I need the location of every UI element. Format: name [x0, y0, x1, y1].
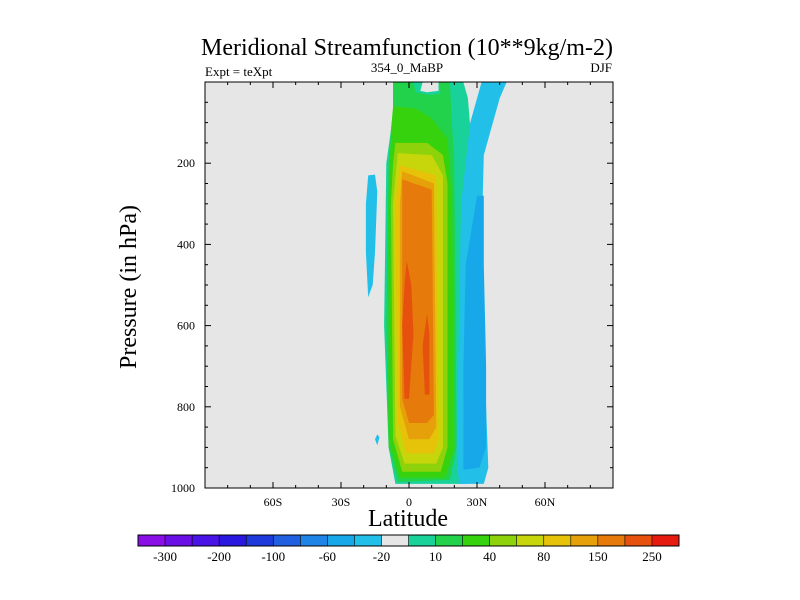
colorbar-swatch — [624, 535, 653, 546]
colorbar-swatch — [435, 535, 463, 546]
colorbar-swatch — [381, 535, 409, 546]
colorbar-swatch — [246, 535, 274, 546]
x-tick-label: 60N — [535, 495, 556, 509]
subtitle-center: 354_0_MaBP — [371, 60, 443, 75]
y-axis-label: Pressure (in hPa) — [116, 205, 142, 369]
colorbar-label: 40 — [483, 549, 496, 564]
subtitle-left: Expt = teXpt — [205, 64, 273, 79]
colorbar-label: -300 — [153, 549, 177, 564]
y-tick-label: 800 — [177, 400, 195, 414]
colorbar-swatch — [165, 535, 193, 546]
colorbar-swatch — [597, 535, 626, 546]
colorbar-label: -20 — [373, 549, 390, 564]
colorbar-swatch — [462, 535, 490, 546]
colorbar-label: -200 — [207, 549, 231, 564]
colorbar-label: -60 — [319, 549, 336, 564]
colorbar-swatch — [543, 535, 572, 546]
y-tick-label: 600 — [177, 319, 195, 333]
colorbar-swatch — [192, 535, 220, 546]
colorbar-swatch — [516, 535, 545, 546]
axis-ticks: 60S 30S 0 30N 60N 200 400 600 800 1000 — [171, 82, 613, 509]
colorbar: -300 -200 -100 -60 -20 10 40 80 150 250 — [137, 534, 680, 564]
contour-region-8 — [402, 260, 414, 399]
colorbar-swatch — [354, 535, 382, 546]
colorbar-swatch — [300, 535, 328, 546]
x-tick-label: 30S — [332, 495, 351, 509]
contour-region-9 — [422, 313, 430, 395]
colorbar-swatch — [219, 535, 247, 546]
contour-regions — [365, 82, 507, 484]
colorbar-label: 250 — [642, 549, 662, 564]
y-tick-label: 200 — [177, 156, 195, 170]
subtitle-right: DJF — [590, 60, 612, 75]
colorbar-label: 80 — [537, 549, 550, 564]
colorbar-swatch — [489, 535, 517, 546]
colorbar-swatch — [138, 535, 166, 546]
colorbar-swatch — [570, 535, 599, 546]
colorbar-swatch — [273, 535, 301, 546]
x-tick-label: 30N — [467, 495, 488, 509]
colorbar-swatch — [651, 535, 680, 546]
y-tick-label: 400 — [177, 237, 195, 251]
colorbar-label: -100 — [261, 549, 285, 564]
colorbar-swatch — [408, 535, 436, 546]
x-tick-label: 60S — [264, 495, 283, 509]
chart-title: Meridional Streamfunction (10**9kg/m-2) — [201, 35, 613, 61]
colorbar-label: 10 — [429, 549, 442, 564]
contour-region-12 — [365, 174, 378, 298]
x-axis-label: Latitude — [368, 506, 448, 532]
x-tick-label: 0 — [406, 495, 412, 509]
contour-region-13 — [375, 434, 380, 446]
y-tick-label: 1000 — [171, 481, 195, 495]
colorbar-swatch — [327, 535, 355, 546]
contour-region-11 — [463, 195, 487, 470]
colorbar-label: 150 — [588, 549, 608, 564]
